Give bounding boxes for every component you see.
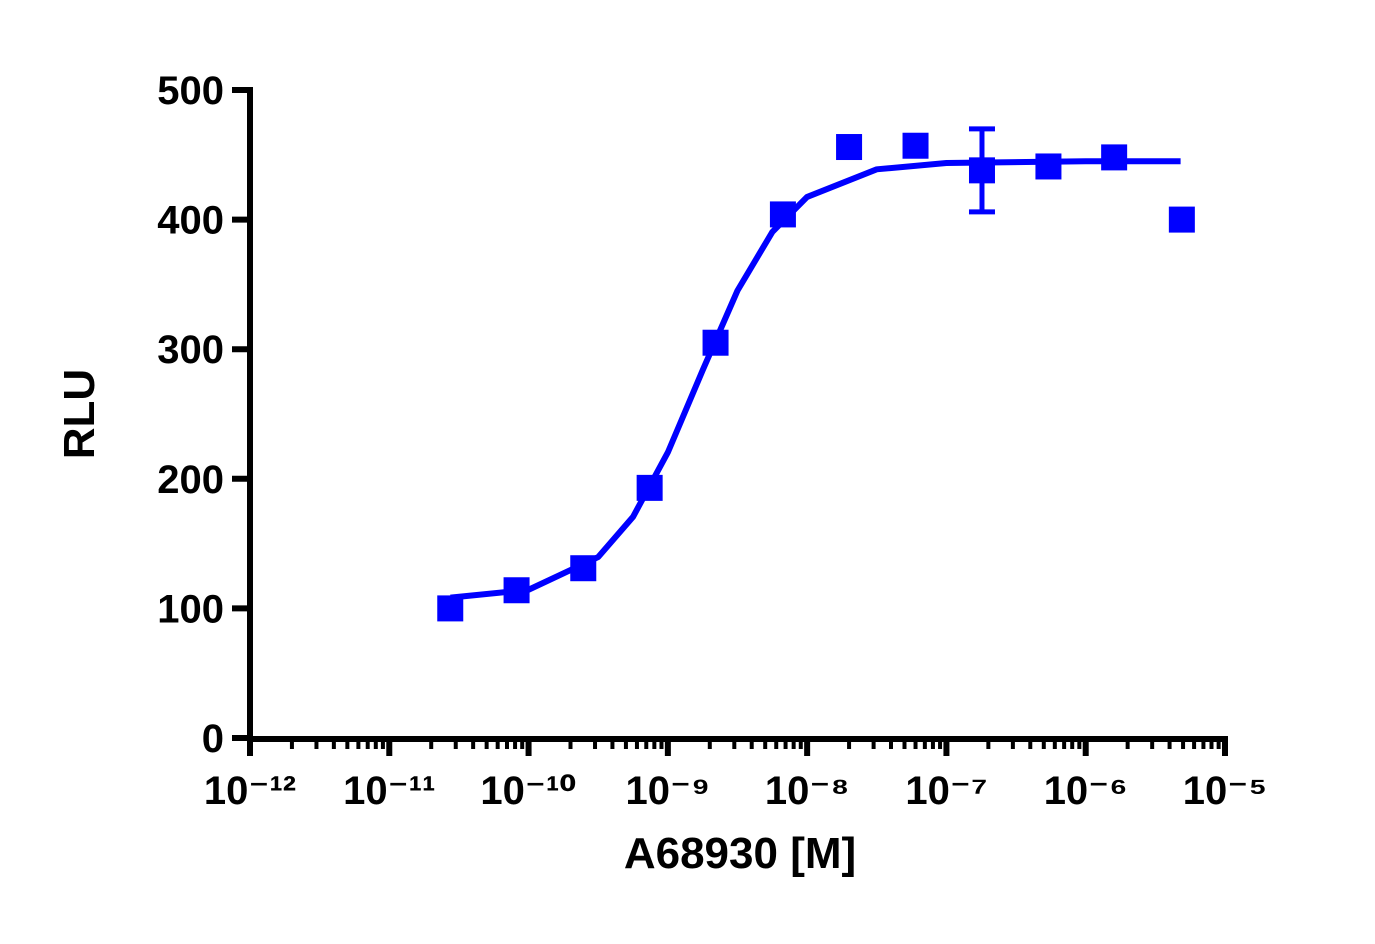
data-point: [1035, 153, 1062, 180]
y-tick-label: 500: [157, 69, 224, 113]
y-tick-label: 400: [157, 199, 224, 243]
x-tick-label: 10⁻⁵: [1183, 769, 1267, 813]
data-point: [1168, 206, 1195, 233]
x-tick-label: 10⁻¹¹: [343, 769, 435, 813]
x-axis-title: A68930 [M]: [624, 829, 856, 878]
data-point: [1101, 144, 1128, 171]
x-tick-label: 10⁻¹⁰: [480, 769, 576, 813]
data-point: [769, 201, 796, 228]
y-tick-label: 300: [157, 328, 224, 372]
data-point: [636, 474, 663, 501]
x-tick-label: 10⁻⁷: [905, 769, 987, 813]
y-tick-label: 200: [157, 458, 224, 502]
x-tick-label: 10⁻⁹: [626, 769, 711, 813]
y-tick-label: 100: [157, 587, 224, 631]
data-point: [437, 595, 464, 622]
y-tick-label: 0: [202, 717, 224, 761]
x-tick-label: 10⁻⁸: [765, 769, 850, 813]
fit-curve: [450, 158, 1181, 601]
data-point: [570, 555, 597, 582]
data-point: [902, 132, 929, 159]
data-point: [836, 134, 863, 161]
data-point: [503, 577, 530, 604]
y-axis-title: RLU: [55, 369, 104, 459]
data-point: [702, 329, 729, 356]
x-tick-label: 10⁻¹²: [204, 769, 296, 813]
data-point: [968, 157, 995, 184]
x-tick-label: 10⁻⁶: [1044, 769, 1128, 813]
